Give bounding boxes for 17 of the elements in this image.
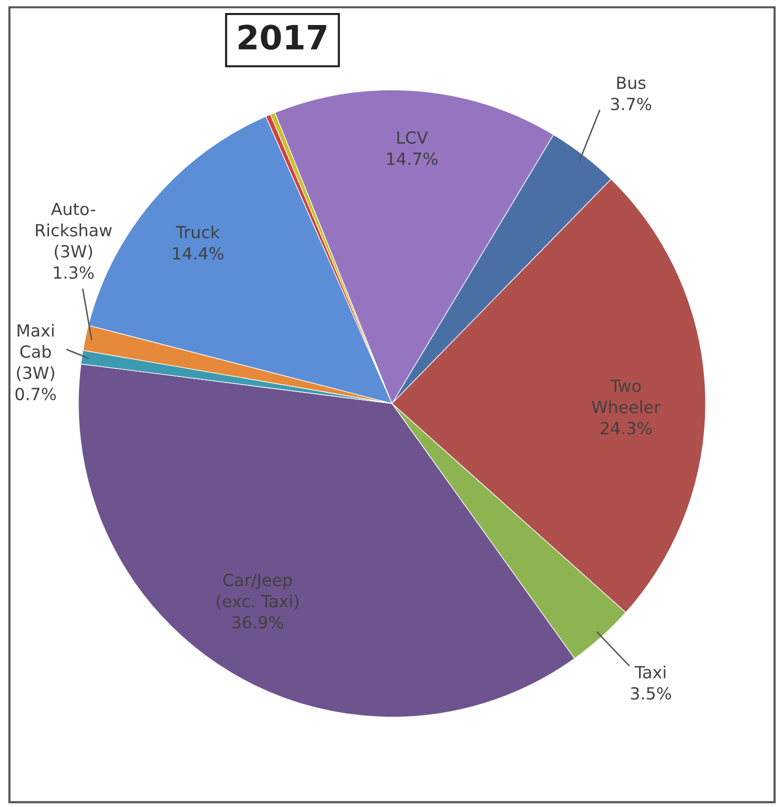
slice-label: Auto- Rickshaw (3W) [36, 202, 112, 260]
data-label: 36.9% [232, 616, 284, 629]
data-label: 14.7% [387, 152, 438, 166]
data-label: 1.3% [54, 266, 94, 279]
data-label: 3.5% [630, 687, 672, 700]
slice-label: Maxi Cab (3W) [16, 324, 54, 382]
slice-label: Truck [176, 226, 220, 238]
data-label: 24.3% [600, 422, 652, 435]
slice-label: LCV [397, 131, 428, 144]
slice-label: Car/Jeep (exc. Taxi) [216, 574, 298, 610]
slice-label: Two Wheeler [592, 380, 661, 414]
chart-title: 2017 [238, 24, 326, 50]
slice-label: Bus [617, 76, 646, 90]
data-label: 0.7% [16, 388, 56, 400]
data-label: 3.7% [611, 98, 652, 110]
slice-label: Taxi [634, 666, 666, 678]
data-label: 14.4% [173, 247, 224, 260]
